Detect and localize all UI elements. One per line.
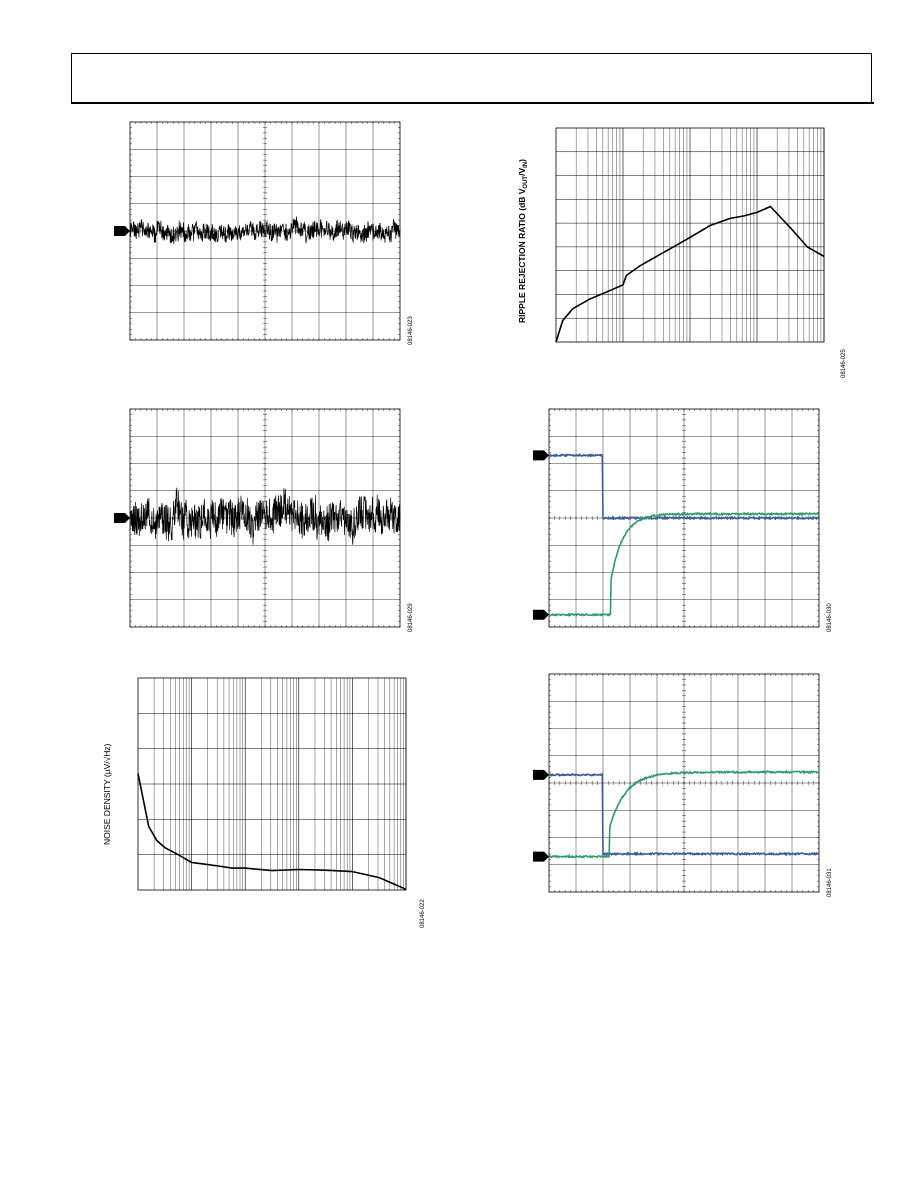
noise-density-chart: NOISE DENSITY (µV/√Hz) 08146-022 (102, 677, 426, 928)
noise-trace (129, 216, 401, 245)
step-trace (548, 769, 820, 859)
channel-marker (114, 226, 130, 236)
scope-noise-chart-2: 08146-029 (114, 408, 414, 632)
channel-markers (114, 513, 130, 523)
channel-marker (533, 609, 549, 620)
ripple-rejection-chart: RIPPLE REJECTION RATIO (dB VOUT/VIN) 081… (517, 127, 847, 378)
step-trace (548, 511, 820, 618)
noise-trace (129, 487, 401, 545)
channel-markers (114, 226, 130, 236)
response-curve (137, 773, 407, 891)
y-axis-label-end: ) (517, 159, 527, 162)
figure-code: 08146-030 (827, 603, 833, 632)
traces (137, 773, 407, 891)
grid (548, 408, 820, 628)
step-trace (548, 771, 820, 857)
grid (555, 127, 825, 343)
figure-code: 08146-025 (841, 349, 847, 378)
y-axis-label-main: RIPPLE REJECTION RATIO (dB V (517, 188, 527, 323)
traces (555, 205, 825, 343)
channel-markers (533, 769, 549, 862)
channel-marker (114, 513, 130, 523)
y-axis-label: RIPPLE REJECTION RATIO (dB VOUT/VIN) (517, 159, 529, 323)
scope-step-chart-1: 08146-030 (533, 408, 833, 632)
channel-marker (533, 450, 549, 461)
channel-markers (533, 450, 549, 620)
header-rule (71, 102, 874, 104)
channel-marker (533, 769, 549, 780)
figure-code: 08146-022 (420, 899, 426, 928)
scope-noise-chart-1: 08146-023 (114, 121, 414, 345)
channel-marker (533, 851, 549, 862)
y-axis-label-sub1: OUT (523, 176, 529, 189)
traces (548, 452, 820, 618)
figure-code: 08146-029 (408, 603, 414, 632)
traces (129, 216, 401, 245)
y-axis-label-sub2: IN (523, 162, 529, 168)
scope-step-chart-2: 08146-031 (533, 673, 833, 897)
traces (548, 769, 820, 859)
figure-code: 08146-023 (408, 316, 414, 345)
y-axis-label: NOISE DENSITY (µV/√Hz) (102, 743, 112, 845)
traces (129, 487, 401, 545)
response-curve (555, 205, 825, 343)
page-header (71, 53, 872, 103)
figure-code: 08146-031 (827, 868, 833, 897)
grid (137, 677, 407, 891)
grid (548, 673, 820, 893)
y-axis-label-mid: /V (517, 168, 527, 176)
step-trace (548, 452, 820, 521)
